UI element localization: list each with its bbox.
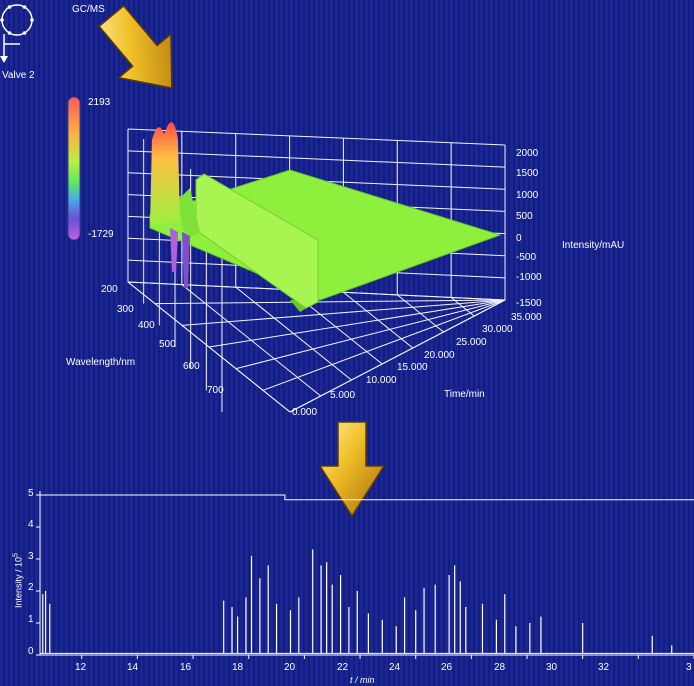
time-tick: 5.000 (330, 390, 356, 401)
floor-gridline (262, 299, 506, 391)
wavelength-axis-label: Wavelength/nm (66, 357, 136, 368)
wavelength-tick: 500 (159, 339, 176, 350)
back-wall-gridline (127, 150, 506, 168)
floor-left-edge (127, 281, 291, 413)
time-tick: 15.000 (397, 362, 428, 373)
wavelength-tick: 400 (138, 320, 155, 331)
chart-y-tick: 1 (28, 614, 34, 625)
intensity-tick: -1000 (516, 272, 542, 283)
valve-port (22, 31, 27, 35)
time-tick: 10.000 (366, 375, 397, 386)
chart-step-trace (40, 494, 694, 501)
time-tick: 30.000 (482, 324, 513, 335)
chart-y-tick: 4 (28, 519, 34, 530)
surface-dip (182, 232, 190, 288)
chart-x-tick: 26 (441, 662, 453, 673)
wavelength-tick: 600 (183, 361, 200, 372)
time-axis-label: Time/min (444, 389, 485, 400)
surface-dip (170, 228, 178, 272)
wavelength-tick: 200 (101, 284, 118, 295)
back-wall-gridline (127, 128, 506, 146)
valve-outlet-arrowhead (0, 56, 8, 63)
intensity-tick: 1500 (516, 168, 539, 179)
floor-gridline (235, 299, 506, 370)
time-tick: 25.000 (456, 337, 487, 348)
valve-port (30, 18, 34, 22)
valve-ring (1, 4, 33, 36)
chart-x-tick: 20 (284, 662, 296, 673)
bottom-chart (36, 491, 694, 659)
intensity-tick: 500 (516, 211, 533, 222)
chart-y-tick: 3 (28, 551, 34, 562)
time-tick: 35.000 (511, 312, 542, 323)
wavelength-tick: 300 (117, 304, 134, 315)
floor-gridline (181, 284, 322, 397)
chart-x-tick: 14 (127, 662, 139, 673)
floor-gridline (181, 299, 506, 326)
floor-gridline (396, 294, 444, 333)
intensity-tick: 2000 (516, 148, 539, 159)
chart-x-tick: 32 (598, 662, 610, 673)
arrow-down-icon (318, 421, 386, 518)
chart-x-tick: 12 (75, 662, 87, 673)
time-tick: 0.000 (292, 407, 318, 418)
valve-label: Valve 2 (2, 70, 35, 81)
intensity-axis-label: Intensity/mAU (562, 240, 625, 251)
wavelength-tick: 700 (207, 385, 224, 396)
gcms-label: GC/MS (72, 4, 105, 15)
plot3d-surface (149, 122, 502, 312)
intensity-tick: -500 (516, 252, 537, 263)
chart-x-tick: 16 (180, 662, 192, 673)
intensity-tick: -1500 (516, 298, 542, 309)
floor-gridline (154, 299, 506, 305)
chart-y-tick: 0 (28, 646, 34, 657)
chart-x-tick: 3 (686, 662, 692, 673)
chart-x-axis-label: t / min (350, 675, 375, 685)
chart-x-tick: 28 (494, 662, 506, 673)
chart-y-axis-label: Intensity / 105 (13, 541, 24, 621)
intensity-tick: 0 (516, 233, 522, 244)
floor-gridline (343, 291, 414, 349)
chart-y-tick: 5 (28, 488, 34, 499)
floor-front-edge (289, 299, 506, 413)
time-tick: 20.000 (424, 350, 455, 361)
floor-gridline (235, 286, 352, 381)
colorbar (67, 96, 81, 241)
arrow-shape (318, 421, 386, 518)
chart-x-tick: 18 (232, 662, 244, 673)
chart-y-axis-label-exponent: 5 (12, 553, 20, 557)
chart-x-tick: 24 (389, 662, 401, 673)
valve-diagram-icon (0, 4, 34, 63)
surface-peak (150, 122, 180, 225)
floor-gridline (450, 297, 475, 317)
arrow-down-right-icon (98, 4, 173, 89)
valve-port (0, 18, 4, 22)
colorbar-min-label: -1729 (88, 229, 114, 240)
valve-port (22, 5, 27, 9)
valve-port (7, 5, 12, 9)
chart-y-axis-label-text: Intensity / 10 (13, 556, 24, 608)
surface-ridge-small (178, 188, 200, 240)
intensity-tick: 1000 (516, 190, 539, 201)
valve-port (7, 31, 12, 35)
chart-y-tick: 2 (28, 582, 34, 593)
arrow-shape (98, 4, 173, 89)
floor-gridline (208, 299, 506, 348)
chart-x-tick: 30 (546, 662, 558, 673)
colorbar-max-label: 2193 (88, 97, 111, 108)
chart-x-tick: 22 (337, 662, 349, 673)
